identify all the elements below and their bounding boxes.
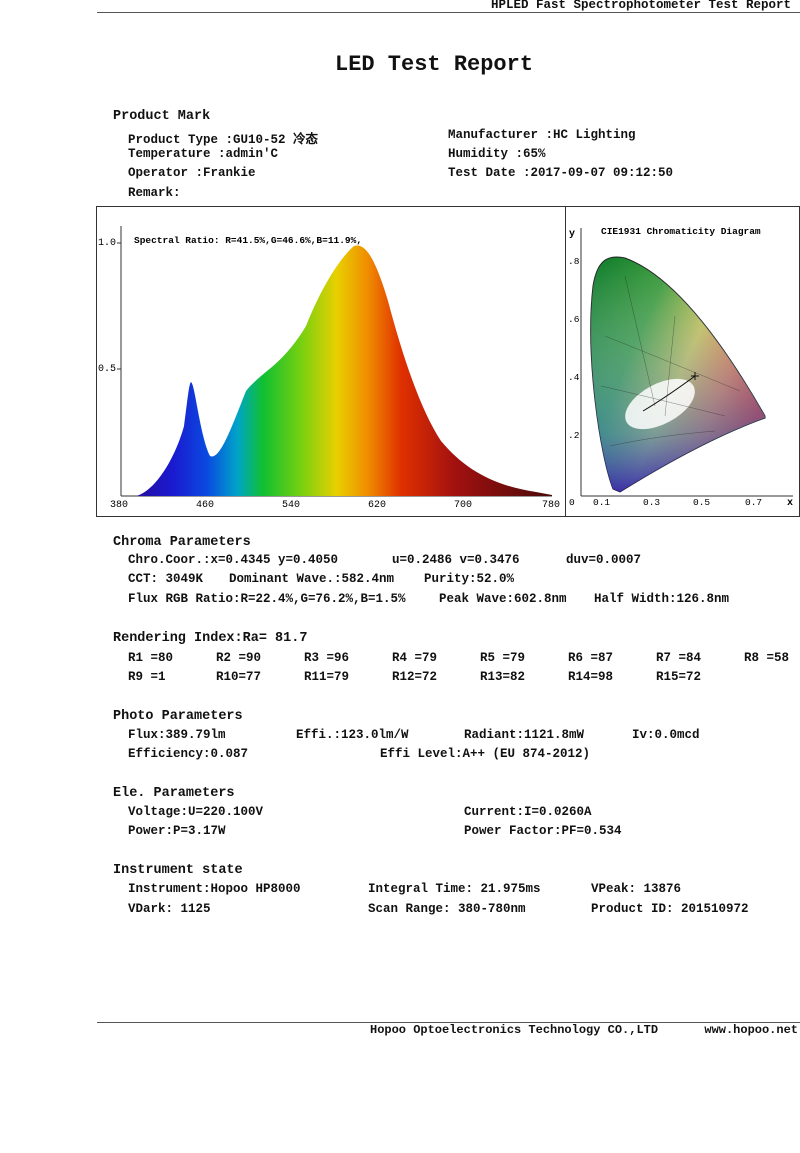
- spectrum-x-tick: 380: [110, 500, 128, 511]
- r-value: R13=82: [480, 670, 526, 684]
- r-value: R4 =79: [392, 651, 438, 665]
- spectrum-y-tick: 1.0: [98, 238, 116, 249]
- cie-x-axis-label: x: [787, 498, 793, 509]
- spectrum-x-tick: 460: [196, 500, 214, 511]
- instrument-integral-time: Integral Time: 21.975ms: [368, 882, 541, 896]
- chroma-uv: u=0.2486 v=0.3476: [392, 553, 520, 567]
- r-value: R3 =96: [304, 651, 350, 665]
- r-value: R12=72: [392, 670, 438, 684]
- cie-title: CIE1931 Chromaticity Diagram: [601, 226, 761, 237]
- spectrum-x-tick: 620: [368, 500, 386, 511]
- spectrum-y-ticks: 1.0 0.5: [98, 238, 121, 375]
- spectrum-x-tick: 700: [454, 500, 472, 511]
- chroma-section-label: Chroma Parameters: [113, 535, 251, 550]
- instrument-vdark: VDark: 1125: [128, 902, 211, 916]
- r-value: R5 =79: [480, 651, 526, 665]
- cie-y-tick: .6: [568, 314, 580, 325]
- chroma-coordinates: Chro.Coor.:x=0.4345 y=0.4050: [128, 553, 339, 567]
- chroma-flux-rgb: Flux RGB Ratio:R=22.4%,G=76.2%,B=1.5%: [128, 592, 406, 606]
- operator: Operator :Frankie: [128, 166, 256, 180]
- r-value: R15=72: [656, 670, 702, 684]
- photo-radiant: Radiant:1121.8mW: [464, 728, 585, 742]
- manufacturer: Manufacturer :HC Lighting: [448, 128, 636, 142]
- electrical-power-factor: Power Factor:PF=0.534: [464, 824, 622, 838]
- r-value: R9 =1: [128, 670, 166, 684]
- r-value: R8 =58: [744, 651, 790, 665]
- cie-x-tick: 0.7: [745, 497, 762, 508]
- r-value: R1 =80: [128, 651, 174, 665]
- chroma-cct: CCT: 3049K: [128, 572, 204, 586]
- photo-flux: Flux:389.79lm: [128, 728, 226, 742]
- cie-x-tick: 0: [569, 497, 575, 508]
- cie-x-tick: 0.5: [693, 497, 710, 508]
- r-value: R10=77: [216, 670, 262, 684]
- photo-efficiency: Efficiency:0.087: [128, 747, 249, 761]
- r-value: R6 =87: [568, 651, 614, 665]
- test-date: Test Date :2017-09-07 09:12:50: [448, 166, 674, 180]
- humidity: Humidity :65%: [448, 147, 546, 161]
- spectrum-chart: 1.0 0.5 380 460 540 620 700 780 Spectral…: [98, 226, 560, 511]
- spectral-ratio-label: Spectral Ratio: R=41.5%,G=46.6%,B=11.9%,: [134, 235, 362, 246]
- temperature: Temperature :admin'C: [128, 147, 279, 161]
- cie-y-tick: .8: [568, 256, 580, 267]
- instrument-name: Instrument:Hopoo HP8000: [128, 882, 301, 896]
- footer-website: www.hopoo.net: [704, 1023, 798, 1037]
- electrical-voltage: Voltage:U=220.100V: [128, 805, 264, 819]
- r-value: R7 =84: [656, 651, 702, 665]
- electrical-section-label: Ele. Parameters: [113, 786, 235, 801]
- cie-x-tick: 0.3: [643, 497, 660, 508]
- electrical-current: Current:I=0.0260A: [464, 805, 592, 819]
- rendering-section-label: Rendering Index:Ra= 81.7: [113, 631, 308, 646]
- report-title: LED Test Report: [335, 52, 534, 77]
- footer-rule: [97, 1022, 800, 1023]
- r-value: R14=98: [568, 670, 614, 684]
- cie-y-tick: .2: [568, 430, 580, 441]
- cie-y-axis-label: y: [569, 229, 575, 240]
- instrument-vpeak: VPeak: 13876: [591, 882, 682, 896]
- photo-iv: Iv:0.0mcd: [632, 728, 700, 742]
- cie-x-tick: 0.1: [593, 497, 610, 508]
- header-rule: [97, 12, 800, 13]
- product-section-label: Product Mark: [113, 109, 211, 124]
- spectrum-x-tick: 540: [282, 500, 300, 511]
- photo-effi: Effi.:123.0lm/W: [296, 728, 409, 742]
- instrument-product-id: Product ID: 201510972: [591, 902, 749, 916]
- chroma-duv: duv=0.0007: [566, 553, 642, 567]
- chroma-purity: Purity:52.0%: [424, 572, 515, 586]
- chroma-half-width: Half Width:126.8nm: [594, 592, 730, 606]
- spectrum-x-ticks: 380 460 540 620 700 780: [110, 500, 560, 511]
- spectrum-x-tick: 780: [542, 500, 560, 511]
- chroma-dominant-wave: Dominant Wave.:582.4nm: [229, 572, 395, 586]
- electrical-power: Power:P=3.17W: [128, 824, 226, 838]
- app-title: HPLED Fast Spectrophotometer Test Report: [490, 0, 791, 12]
- product-type: Product Type :GU10-52 冷态: [128, 133, 319, 147]
- photo-effi-level: Effi Level:A++ (EU 874-2012): [380, 747, 591, 761]
- spectrum-y-tick: 0.5: [98, 364, 116, 375]
- cie-white-region: [625, 378, 695, 430]
- spectrum-curve: [136, 245, 552, 496]
- chroma-peak-wave: Peak Wave:602.8nm: [439, 592, 567, 606]
- footer-company: Hopoo Optoelectronics Technology CO.,LTD: [370, 1023, 659, 1037]
- r-value: R2 =90: [216, 651, 262, 665]
- instrument-scan-range: Scan Range: 380-780nm: [368, 902, 526, 916]
- remark: Remark:: [128, 186, 181, 200]
- cie-y-tick: .4: [568, 372, 580, 383]
- photo-section-label: Photo Parameters: [113, 709, 243, 724]
- cie-diagram: y CIE1931 Chromaticity Diagram .8 .6 .4 …: [568, 226, 793, 509]
- instrument-section-label: Instrument state: [113, 863, 243, 878]
- r-value: R11=79: [304, 670, 350, 684]
